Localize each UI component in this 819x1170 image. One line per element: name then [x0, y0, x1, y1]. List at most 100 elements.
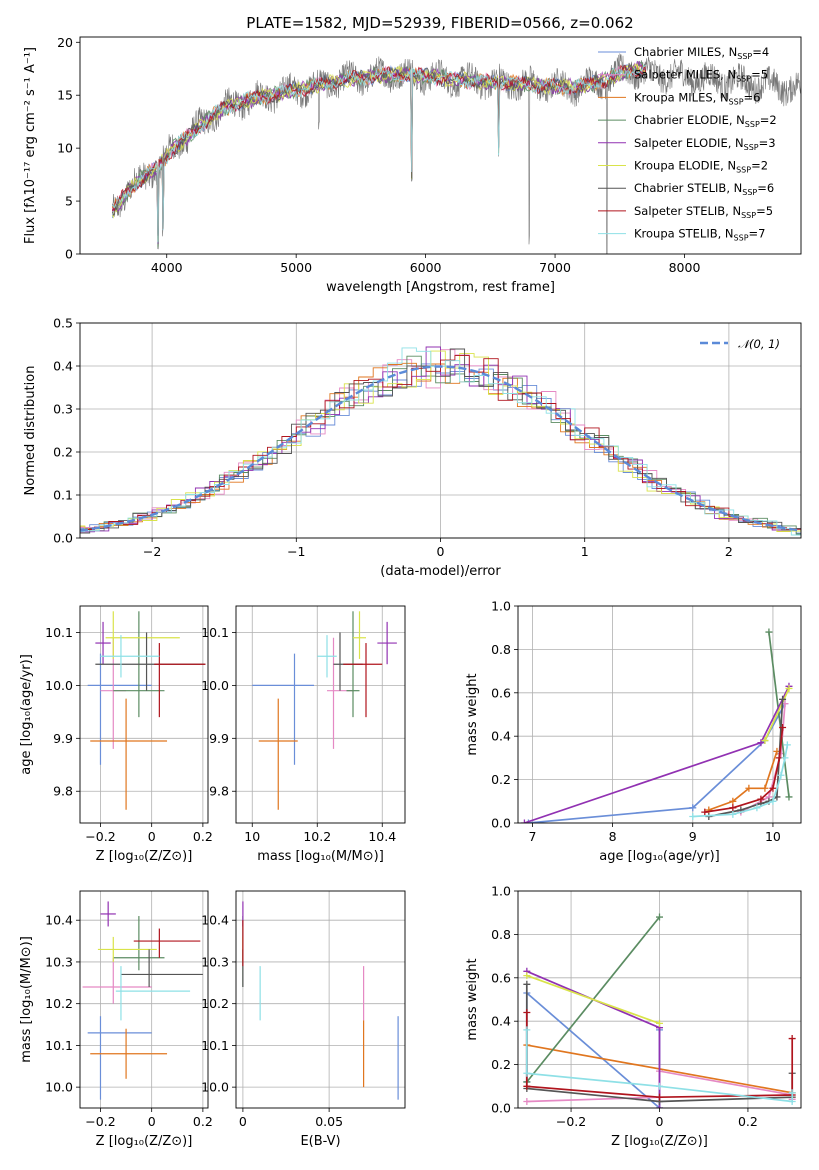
- legend-entry-0: Chabrier MILES, NSSP=4: [634, 45, 769, 61]
- weight-vs-age-series-7: [704, 727, 784, 813]
- age-vs-Z-point-6: [95, 632, 206, 691]
- age-vs-Z-ytick-label-2: 10.0: [45, 678, 73, 693]
- weight-vs-age-frame: [517, 605, 802, 824]
- weight-vs-age-xlabel: age [log₁₀(age/yr)]: [599, 849, 720, 864]
- age-vs-Z-ytick-label-3: 10.1: [45, 625, 73, 640]
- age-vs-mass-point-0: [252, 653, 314, 765]
- weight-vs-age-marker-7-1: [729, 804, 737, 812]
- weight-vs-Z-ytick-label-0: 0.0: [491, 1101, 511, 1116]
- weight-vs-age-marker-3-1: [785, 793, 793, 801]
- age-vs-Z-xtick-label-1: 0: [148, 829, 156, 844]
- weight-vs-Z-ylabel: mass weight: [465, 958, 480, 1040]
- mass-vs-Z-ytick-label-3: 10.3: [45, 954, 73, 969]
- weight-vs-Z-marker-8-1: [523, 1069, 531, 1077]
- residuals-ytick-label-4: 0.4: [53, 359, 73, 374]
- weight-vs-Z-ytick-label-2: 0.4: [491, 1014, 511, 1029]
- age-vs-Z-point-7: [154, 643, 206, 718]
- weight-vs-age-xtick-label-2: 9: [689, 829, 697, 844]
- weight-vs-age-series-3: [768, 631, 790, 798]
- weight-vs-Z-marker-3-1: [656, 913, 663, 921]
- age-vs-mass-xtick-label-2: 10.4: [368, 829, 396, 844]
- weight-vs-Z-marker-7-4: [788, 1035, 796, 1043]
- weight-vs-Z-marker-7-0: [523, 1009, 531, 1017]
- age-vs-mass-grid: [236, 606, 405, 823]
- weight-vs-age-marker-2-3: [761, 784, 769, 792]
- age-vs-mass-axes: 10 10.2 10.4 9.8 9.9 10.0 10.1 mass [log₁₀(M/M⊙…: [201, 605, 406, 864]
- weight-vs-Z-xtick-label-0: −0.2: [556, 1114, 586, 1129]
- mass-vs-Z-point-4: [100, 901, 116, 927]
- weight-vs-age-marker-0-1: [689, 804, 697, 812]
- age-vs-mass-xtick-label-1: 10.2: [303, 829, 331, 844]
- weight-vs-age-marker-4-0: [520, 819, 528, 823]
- weight-vs-age-marker-5-1: [785, 684, 793, 692]
- weight-vs-age-series-5: [764, 688, 790, 741]
- weight-vs-age-ytick-label-4: 0.8: [491, 642, 511, 657]
- mass-vs-Z-point-5: [97, 936, 157, 962]
- age-vs-mass-ytick-label-0: 9.8: [209, 784, 229, 799]
- residuals-ytick-label-2: 0.2: [53, 445, 73, 460]
- spectrum-plot-area: [111, 52, 801, 254]
- weight-vs-age-marker-6-5: [779, 695, 787, 703]
- age-vs-Z-xtick-label-2: 0.2: [193, 829, 213, 844]
- mass-vs-Z-xlabel: Z [log₁₀(Z/Z⊙)]: [96, 1134, 193, 1149]
- age-vs-mass-ticks: 10 10.2 10.4 9.8 9.9 10.0 10.1: [201, 625, 396, 844]
- weight-vs-age-marker-7-5: [779, 724, 787, 732]
- mass-vs-Z-ylabel: mass [log₁₀(M/M⊙)]: [19, 936, 34, 1063]
- residuals-ytick-label-1: 0.1: [53, 488, 73, 503]
- weight-vs-Z-marker-8-0: [523, 1026, 531, 1034]
- weight-vs-Z-ticks: −0.2 0 0.2 0.0 0.2 0.4 0.6 0.8 1.0: [491, 884, 758, 1130]
- weight-vs-age-ytick-label-3: 0.6: [491, 685, 511, 700]
- weight-vs-age-marker-4-1: [757, 739, 765, 747]
- age-vs-Z-ytick-label-0: 9.8: [53, 784, 73, 799]
- weight-vs-age-axes: 7 8 9 10 0.0 0.2 0.4 0.6 0.8 1.0 age [log₁₀(age/yr…: [465, 599, 802, 864]
- mass-vs-EBV-ytick-label-3: 10.3: [201, 954, 229, 969]
- age-vs-Z-ticks: −0.2 0 0.2 9.8 9.9 10.0 10.1: [45, 625, 213, 844]
- age-vs-Z-point-0: [87, 653, 152, 765]
- weight-vs-age-ticks: 7 8 9 10 0.0 0.2 0.4 0.6 0.8 1.0: [491, 599, 781, 845]
- mass-vs-Z-point-8: [115, 966, 191, 1021]
- weight-vs-Z-series-5: [526, 974, 660, 1025]
- residual-histogram-8: [80, 347, 801, 536]
- age-vs-Z-xtick-label-0: −0.2: [85, 829, 115, 844]
- residuals-xtick-label-3: 1: [581, 544, 589, 559]
- legend-entry-1: Salpeter MILES, NSSP=5: [634, 68, 768, 84]
- legend-entry-7: Salpeter STELIB, NSSP=5: [634, 204, 773, 220]
- mass-vs-Z-plot-area: [82, 901, 203, 1100]
- weight-vs-Z-frame: [517, 890, 802, 1109]
- weight-vs-age-marker-8-1: [729, 810, 737, 818]
- figure-title: PLATE=1582, MJD=52939, FIBERID=0566, z=0…: [246, 14, 633, 32]
- spectrum-ytick-label-0: 0: [65, 247, 73, 262]
- legend-entry-2: Kroupa MILES, NSSP=6: [634, 90, 760, 106]
- weight-vs-age-ytick-label-0: 0.0: [491, 816, 511, 831]
- residuals-xtick-label-4: 2: [725, 544, 733, 559]
- weight-vs-Z-marker-4-2: [656, 1104, 663, 1108]
- spectrum-ytick-label-4: 20: [57, 35, 73, 50]
- mass-vs-EBV-xtick-label-1: 0.05: [315, 1114, 343, 1129]
- weight-vs-age-marker-3-0: [765, 628, 773, 636]
- age-vs-Z-axes: −0.2 0 0.2 9.8 9.9 10.0 10.1 Z [log₁₀(Z/Z⊙)] age…: [19, 605, 213, 864]
- weight-vs-age-grid: [518, 605, 801, 824]
- residuals-plot-area: [80, 346, 801, 536]
- mass-vs-EBV-axes: 0 0.05 10.0 10.1 10.2 10.3 10.4 E(B-V): [201, 890, 406, 1149]
- age-vs-Z-ylabel: age [log₁₀(age/yr)]: [19, 654, 34, 775]
- spectrum-xlabel: wavelength [Angstrom, rest frame]: [326, 280, 555, 295]
- weight-vs-Z-marker-8-4: [788, 1089, 796, 1097]
- age-vs-Z-xlabel: Z [log₁₀(Z/Z⊙)]: [96, 849, 193, 864]
- residuals-ytick-label-0: 0.0: [53, 531, 73, 546]
- mass-vs-Z-xtick-label-2: 0.2: [193, 1114, 213, 1129]
- mass-vs-Z-grid: [80, 891, 208, 1108]
- weight-vs-age-marker-8-0: [689, 812, 697, 820]
- mass-vs-EBV-xlabel: E(B-V): [300, 1134, 340, 1149]
- legend-entry-3: Chabrier ELODIE, NSSP=2: [634, 113, 777, 129]
- residuals-xtick-label-2: 0: [437, 544, 445, 559]
- age-vs-mass-xlabel: mass [log₁₀(M/M⊙)]: [257, 849, 384, 864]
- age-vs-mass-point-7: [343, 643, 383, 718]
- age-vs-Z-point-8: [100, 635, 160, 678]
- age-vs-Z-frame: [79, 605, 209, 824]
- weight-vs-age-ytick-label-1: 0.2: [491, 772, 511, 787]
- mass-vs-EBV-ytick-label-2: 10.2: [201, 996, 229, 1011]
- weight-vs-age-marker-5-0: [761, 737, 769, 745]
- age-vs-Z-point-2: [90, 698, 168, 810]
